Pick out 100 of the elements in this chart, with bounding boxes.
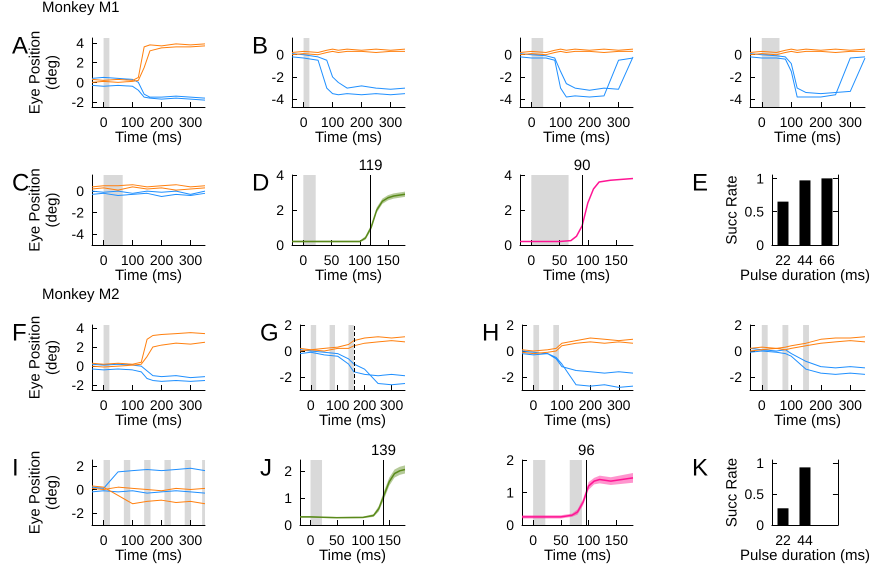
- x-tick-label: 0: [100, 397, 108, 413]
- y-tick-label: 2: [76, 458, 84, 474]
- y-tick-label: 1: [284, 490, 292, 506]
- y-tick-label: -2: [730, 369, 742, 385]
- y-tick-label: 0: [76, 74, 84, 90]
- x-tick-label: 150: [604, 252, 628, 268]
- x-tick-label: 150: [378, 532, 402, 548]
- x-tick-label: 50: [552, 252, 568, 268]
- y-tick-label: -2: [280, 369, 292, 385]
- x-tick-label: 300: [607, 397, 631, 413]
- y-axis-title: Eye Position (deg): [26, 316, 61, 400]
- y-tick-label: -4: [72, 226, 84, 242]
- text: E: [692, 170, 708, 196]
- x-tick-label: 100: [780, 397, 804, 413]
- x-axis-title: Time (ms): [319, 412, 386, 429]
- x-tick-label: 0: [529, 397, 538, 413]
- y-axis-title: Succ Rate: [724, 175, 741, 245]
- x-tick-label: 0: [100, 252, 108, 268]
- y-tick-label: 2: [506, 452, 514, 468]
- y-axis-title: Eye Position (deg): [26, 30, 61, 114]
- y-tick-label: 4: [76, 34, 84, 51]
- y-tick-label: -2: [72, 505, 84, 522]
- y-tick-label: 0: [276, 46, 284, 63]
- x-tick-label: 44: [797, 252, 813, 268]
- y-tick-label: 0: [284, 517, 292, 533]
- text: C: [12, 170, 30, 196]
- y-tick-label: 0: [504, 46, 512, 63]
- x-axis-title: Time (ms): [115, 266, 182, 284]
- y-tick-label: 0: [506, 343, 514, 359]
- text: H: [482, 320, 500, 346]
- x-tick-label: 66: [819, 252, 835, 268]
- x-tick-label: 0: [300, 114, 308, 130]
- y-axis-title: Succ Rate: [724, 458, 741, 528]
- y-tick-label: 0: [506, 517, 514, 533]
- x-tick-label: 100: [780, 114, 804, 130]
- x-tick-label: 300: [178, 532, 202, 548]
- y-tick-label: -2: [730, 68, 742, 85]
- y-tick-label: 0: [756, 517, 764, 533]
- x-tick-label: 0: [529, 532, 538, 548]
- x-axis-title: Time (ms): [115, 546, 182, 564]
- x-tick-label: 300: [378, 114, 402, 130]
- y-tick-label: 2: [76, 54, 84, 71]
- text: D: [252, 170, 270, 196]
- y-tick-label: -2: [72, 94, 84, 110]
- y-tick-label: 0: [76, 358, 84, 374]
- y-tick-label: 2: [76, 338, 84, 355]
- x-tick-label: 50: [553, 532, 569, 548]
- x-tick-label: 50: [324, 252, 340, 268]
- x-tick-label: 200: [150, 397, 174, 413]
- x-tick-label: 0: [100, 532, 108, 548]
- x-tick-label: 100: [550, 397, 574, 413]
- text: Monkey M1: [42, 0, 120, 16]
- x-tick-label: 200: [150, 532, 174, 548]
- x-tick-label: 100: [320, 114, 344, 130]
- text: I: [12, 454, 19, 482]
- x-tick-label: 200: [578, 397, 602, 413]
- x-tick-label: 100: [120, 252, 144, 268]
- text: K: [692, 454, 708, 482]
- x-tick-label: 22: [775, 532, 791, 548]
- text: G: [260, 320, 279, 346]
- x-tick-label: 200: [578, 114, 602, 130]
- x-tick-label: 100: [120, 397, 144, 413]
- text: B: [252, 32, 268, 60]
- text: J: [260, 454, 272, 482]
- x-axis-title: Time (ms): [115, 128, 182, 146]
- x-axis-title: Time (ms): [115, 412, 182, 429]
- x-axis-title: Time (ms): [319, 546, 386, 564]
- y-tick-label: 0: [734, 343, 742, 359]
- y-axis-title: Eye Position (deg): [26, 450, 61, 534]
- y-tick-label: -4: [730, 91, 742, 108]
- ref-line-label: 139: [370, 442, 396, 459]
- x-tick-label: 100: [576, 532, 600, 548]
- x-tick-label: 44: [797, 532, 813, 548]
- y-tick-label: 2: [284, 462, 292, 479]
- x-tick-label: 100: [548, 114, 572, 130]
- y-tick-label: 0: [756, 237, 764, 253]
- x-axis-title: Time (ms): [543, 266, 610, 284]
- y-tick-label: 4: [76, 320, 84, 336]
- y-tick-label: 0: [276, 237, 284, 253]
- x-tick-label: 300: [838, 397, 862, 413]
- x-tick-label: 200: [809, 114, 833, 130]
- x-tick-label: 0: [306, 397, 315, 413]
- y-tick-label: 1: [506, 484, 514, 500]
- x-tick-label: 200: [809, 397, 833, 413]
- x-tick-label: 100: [120, 114, 144, 130]
- y-tick-label: -2: [72, 204, 84, 221]
- y-tick-label: 0: [76, 482, 84, 498]
- x-axis-title: Time (ms): [544, 412, 611, 429]
- x-tick-label: 0: [528, 114, 536, 130]
- text: F: [12, 320, 27, 346]
- ref-line-label: 119: [358, 157, 382, 174]
- y-tick-label: -4: [500, 91, 512, 108]
- y-tick-label: 0: [734, 46, 742, 63]
- x-tick-label: 0: [306, 532, 315, 548]
- y-tick-label: 2: [504, 202, 512, 218]
- x-axis-title: Time (ms): [315, 128, 382, 146]
- x-axis-title: Time (ms): [543, 128, 610, 146]
- x-tick-label: 150: [376, 252, 400, 268]
- x-tick-label: 0: [527, 252, 536, 268]
- x-axis-title: Pulse duration (ms): [740, 266, 870, 284]
